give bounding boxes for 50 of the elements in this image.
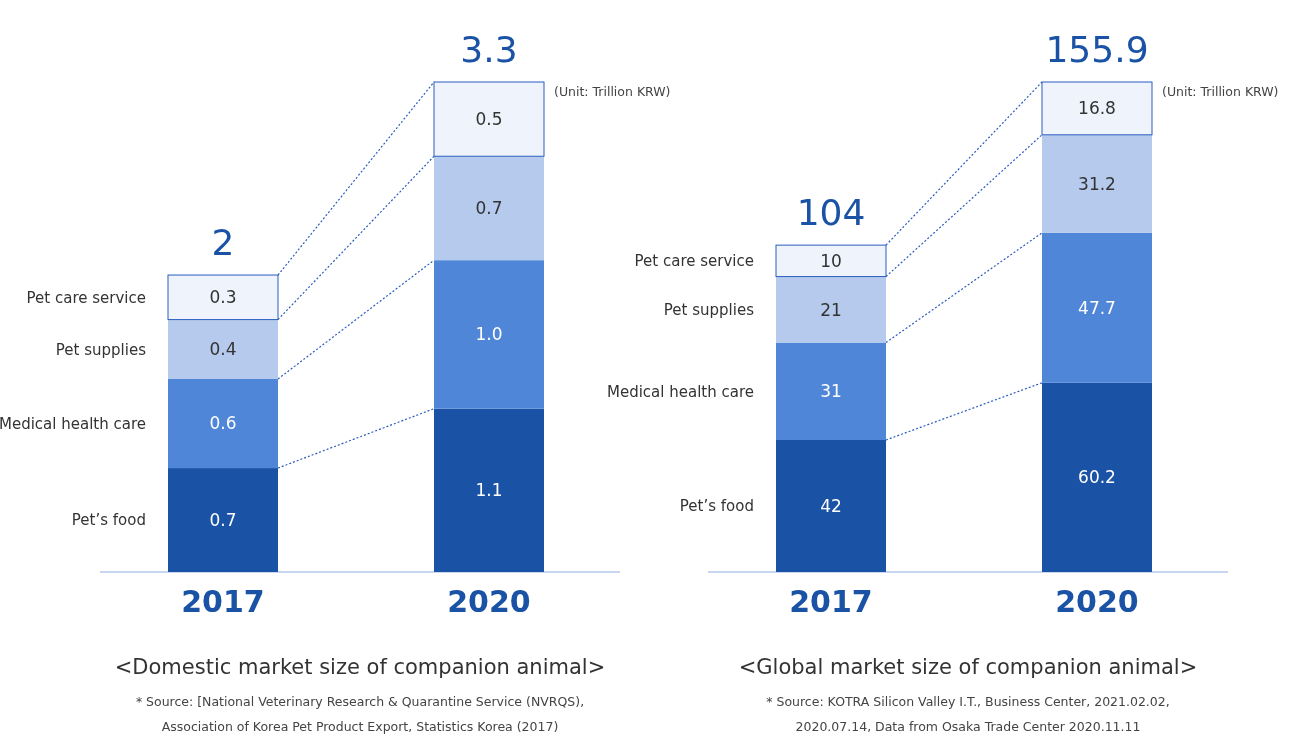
data-label: 1.1 [475,480,503,501]
data-label: 0.3 [209,287,237,308]
series-label: Pet care service [634,252,754,271]
data-label: 10 [820,250,842,271]
bar [434,408,544,572]
total-label: 2 [211,222,235,264]
data-label: 31.2 [1078,173,1116,194]
data-label: 21 [820,299,842,320]
annotation: (Unit: Trillion KRW) [554,84,671,100]
series-label: Medical health care [607,382,754,401]
bar [168,319,278,379]
series-label: Pet’s food [679,497,754,516]
series-label: Medical health care [0,414,146,433]
series-label: Pet supplies [55,340,147,359]
x-tick-label: 2017 [789,584,873,619]
text: * Source: [National Veterinary Research & Quarantine Service (NVRQS), Association of Korea Pet Product Export, Statistics Korea (2017) [135,694,585,734]
data-label: 0.7 [209,509,237,530]
bar [1042,382,1152,572]
data-label: 31 [820,381,842,402]
data-label: 0.4 [209,339,237,360]
bar [776,342,886,440]
bar [1042,232,1152,383]
text: <Domestic market size of companion animal> [114,655,606,679]
bar [776,439,886,572]
bar [434,156,544,261]
x-tick-label: 2020 [1055,584,1139,619]
data-label: 0.6 [209,413,237,434]
data-label: 42 [820,495,842,516]
data-label: 60.2 [1078,467,1116,488]
data-label: 1.0 [475,324,503,345]
total-label: 3.3 [460,29,518,70]
series-label: Pet’s food [71,511,146,530]
text: <Global market size of companion animal> [738,655,1198,679]
data-label: 0.5 [475,109,503,130]
x-tick-label: 2020 [447,584,531,619]
bar [168,468,278,572]
data-label: 47.7 [1078,297,1116,318]
bar [168,378,278,469]
total-label: 155.9 [1045,29,1149,70]
bar [434,260,544,409]
bar [1042,134,1152,233]
annotation: (Unit: Trillion KRW) [1162,84,1279,100]
series-label: Pet care service [26,288,146,307]
series-label: Pet supplies [663,300,755,319]
text: * Source: KOTRA Silicon Valley I.T., Business Center, 2021.02.02, 2020.07.14, Data from Osaka Trade Center 2020.11.11 [766,694,1170,734]
x-tick-label: 2017 [181,584,265,619]
data-label: 16.8 [1078,98,1116,119]
bar [776,276,886,343]
total-label: 104 [796,192,866,234]
data-label: 0.7 [475,198,503,219]
